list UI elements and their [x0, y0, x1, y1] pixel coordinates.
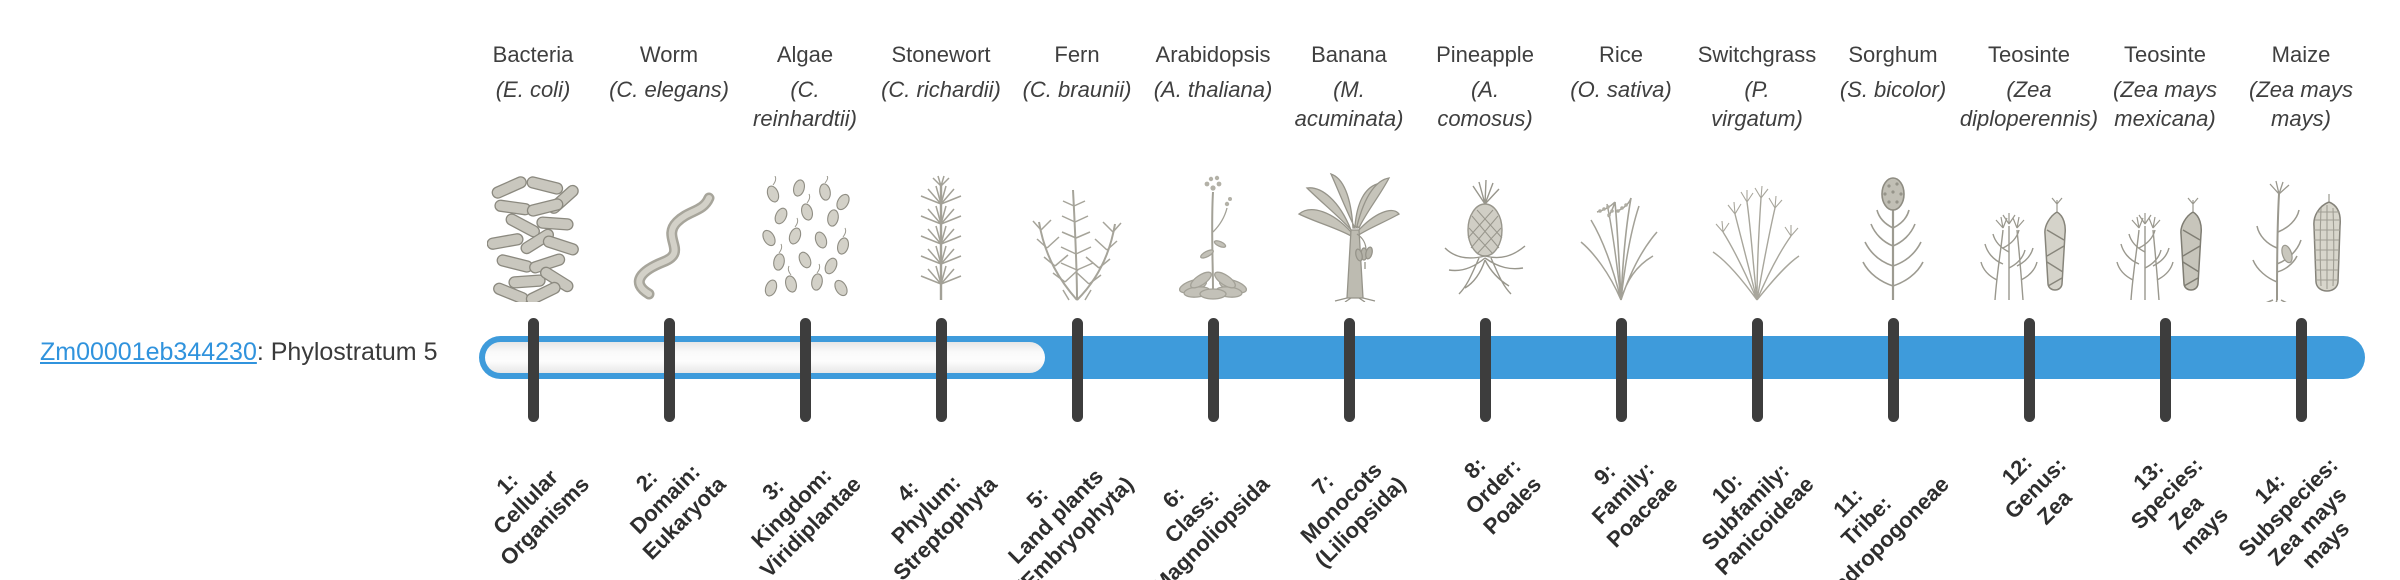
organism-scientific-name: (Zea mays mays)	[2249, 77, 2353, 131]
timeline-tick	[1208, 318, 1219, 422]
organism-name: Banana	[1311, 42, 1387, 67]
timeline-tick	[1616, 318, 1627, 422]
timeline-tick	[1480, 318, 1491, 422]
rice-illustration	[1559, 160, 1683, 302]
organism-name: Fern	[1054, 42, 1100, 67]
phylostratum-label: 5: Land plants (Embryophyta)	[1003, 463, 1138, 580]
bacteria-illustration	[471, 160, 595, 302]
phylostratum-label: 12: Genus: Zea	[1996, 449, 2077, 530]
timeline-tick	[2024, 318, 2035, 422]
phylostratum-label: 11: Tribe: Andropogoneae	[1817, 471, 1954, 580]
organism-scientific-name: (Zea diploperennis)	[1959, 77, 2099, 131]
organism-name: Pineapple	[1436, 42, 1534, 67]
organism-scientific-name: (A. thaliana)	[1153, 77, 1273, 102]
organism-name: Bacteria	[492, 42, 574, 67]
timeline-unfilled-track	[485, 342, 1045, 373]
timeline-tick	[1072, 318, 1083, 422]
timeline-tick	[528, 318, 539, 422]
arabidopsis-illustration	[1151, 160, 1275, 302]
organism-scientific-name: (Zea mays mexicana)	[2113, 77, 2217, 131]
organism-scientific-name: (C. reinhardtii)	[753, 77, 857, 131]
organism-name: Teosinte	[1988, 42, 2070, 67]
stonewort-illustration	[879, 160, 1003, 302]
organism-scientific-name: (A. comosus)	[1437, 77, 1533, 131]
phylostratum-label: 13: Species: Zea mays	[2125, 452, 2233, 560]
fern-illustration	[1015, 160, 1139, 302]
gene-label: Zm00001eb344230: Phylostratum 5	[40, 338, 438, 367]
phylostratum-label: 7: Monocots (Liliopsida)	[1295, 457, 1410, 572]
organism-scientific-name: (M. acuminata)	[1294, 77, 1404, 131]
gene-phylostratum-text: : Phylostratum 5	[256, 338, 438, 366]
teosinte-illustration	[2103, 160, 2227, 302]
timeline-tick	[2296, 318, 2307, 422]
phylostratum-label: 2: Domain: Eukaryota	[624, 459, 730, 565]
phylostratum-label: 6: Class: Magnoliopsida	[1147, 471, 1274, 580]
sorghum-illustration	[1831, 160, 1955, 302]
switchgrass-illustration	[1695, 160, 1819, 302]
organism-name: Sorghum	[1848, 42, 1938, 67]
timeline-tick	[1344, 318, 1355, 422]
timeline-bar	[479, 336, 2365, 379]
organism-name: Rice	[1598, 42, 1643, 67]
phylostratum-label: 9: Family: Poaceae	[1586, 457, 1682, 553]
organism-name: Teosinte	[2124, 42, 2206, 67]
phylostratum-label: 1: Cellular Organisms	[488, 464, 594, 571]
organism-scientific-name: (O. sativa)	[1570, 77, 1672, 102]
teosinte-illustration	[1967, 160, 2091, 302]
organism-name: Worm	[639, 42, 699, 67]
organism-scientific-name: (E. coli)	[495, 77, 571, 102]
organism-scientific-name: (C. braunii)	[1022, 77, 1132, 102]
algae-illustration	[743, 160, 867, 302]
banana-illustration	[1287, 160, 1411, 302]
gene-id-link[interactable]: Zm00001eb344230	[40, 338, 257, 366]
organism-name: Maize	[2271, 42, 2331, 67]
organism-name: Stonewort	[891, 42, 991, 67]
timeline-tick	[936, 318, 947, 422]
timeline-tick	[1888, 318, 1899, 422]
phylostratum-label: 3: Kingdom: Viridiplantae	[746, 462, 866, 580]
phylostratum-label: 14: Subspecies: Zea mays mays	[2234, 452, 2355, 574]
timeline-tick	[664, 318, 675, 422]
phylostratum-label: 4: Phylum: Streptophyta	[886, 469, 1002, 580]
timeline-tick	[2160, 318, 2171, 422]
maize-illustration	[2239, 160, 2363, 302]
pineapple-illustration	[1423, 160, 1547, 302]
organism-scientific-name: (C. elegans)	[609, 77, 729, 102]
organism-name: Switchgrass	[1697, 42, 1817, 67]
worm-illustration	[607, 160, 731, 302]
phylostratum-label: 8: Order: Poales	[1459, 452, 1546, 540]
organism-scientific-name: (S. bicolor)	[1839, 77, 1947, 102]
timeline-tick	[1752, 318, 1763, 422]
organism-name: Arabidopsis	[1155, 42, 1271, 67]
timeline-tick	[800, 318, 811, 422]
organism-scientific-name: (C. richardii)	[881, 77, 1001, 102]
organism-scientific-name: (P. virgatum)	[1711, 77, 1803, 131]
organism-name: Algae	[776, 42, 834, 67]
